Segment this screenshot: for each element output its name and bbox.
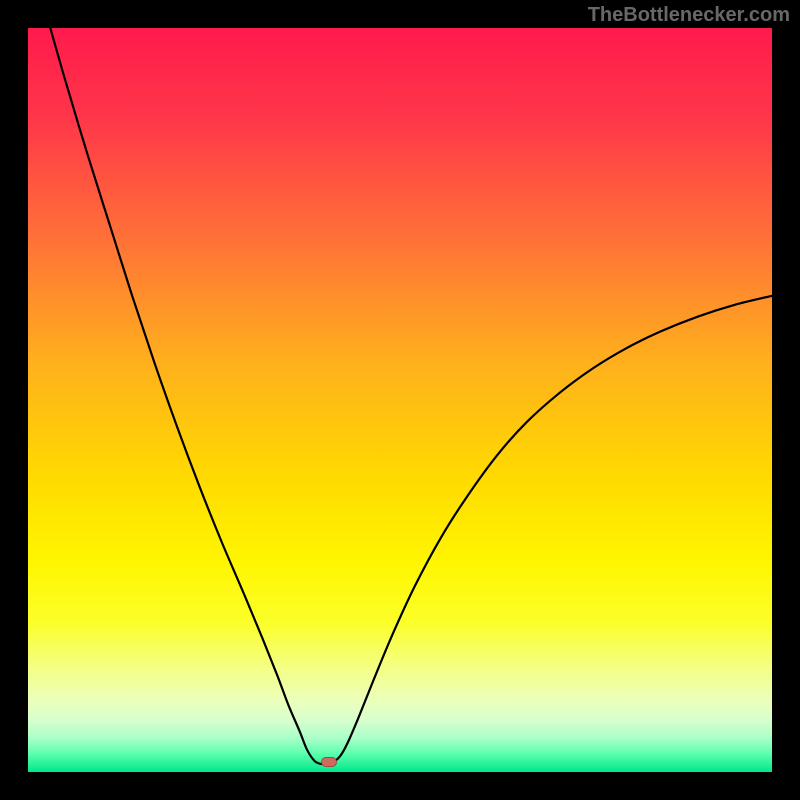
chart-root: TheBottlenecker.com bbox=[0, 0, 800, 800]
bottleneck-curve bbox=[50, 28, 772, 764]
watermark-text: TheBottlenecker.com bbox=[588, 4, 790, 27]
curve-layer bbox=[28, 28, 772, 772]
optimum-marker bbox=[321, 757, 337, 767]
plot-area bbox=[28, 28, 772, 772]
